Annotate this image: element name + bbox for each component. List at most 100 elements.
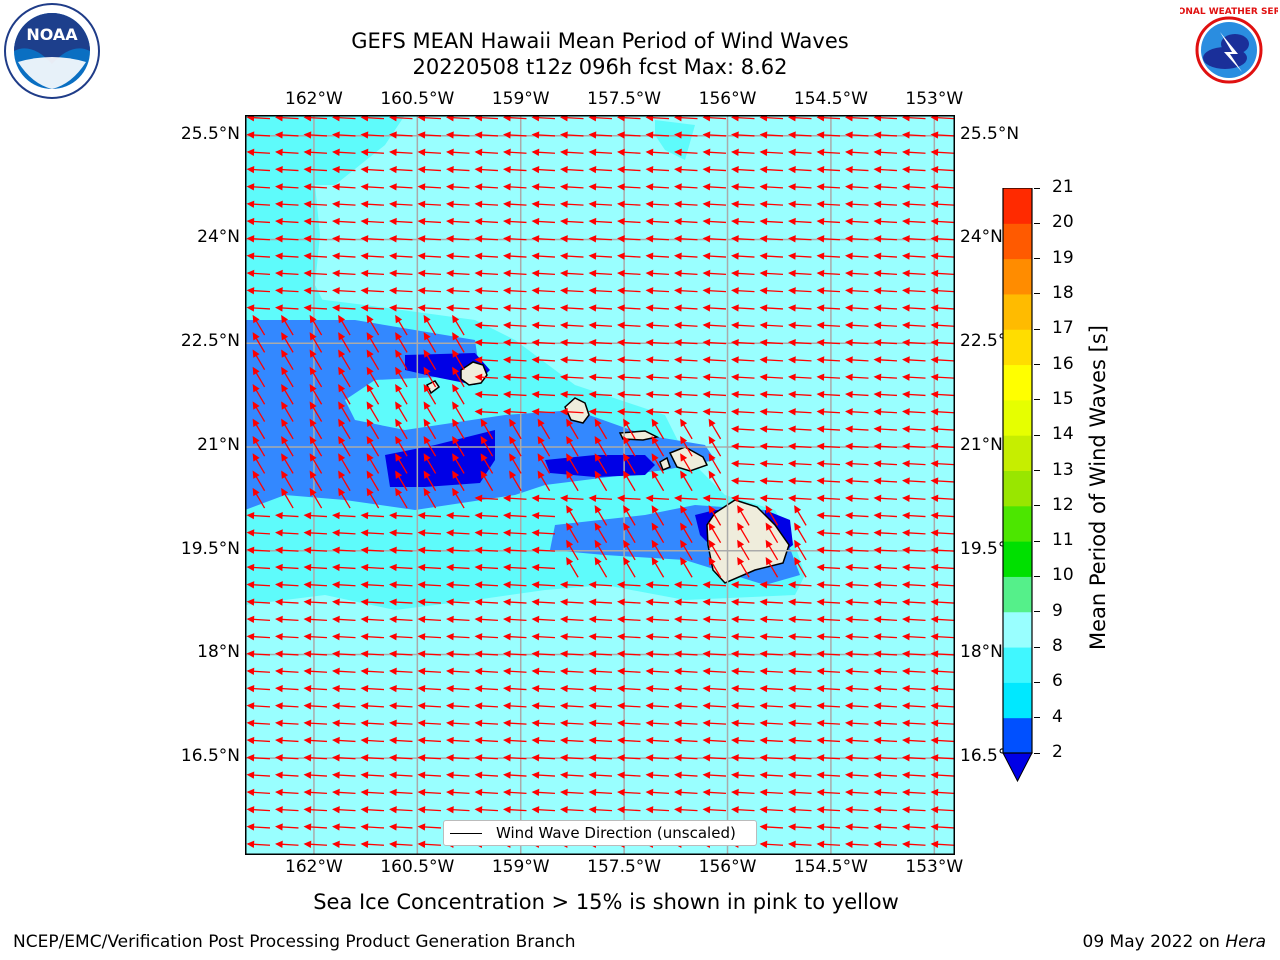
wave-direction-arrowhead	[845, 477, 853, 485]
wave-direction-arrowhead	[246, 252, 255, 260]
wave-direction-arrowhead	[645, 131, 654, 139]
wave-direction-arrowhead	[560, 252, 568, 260]
wave-direction-arrowhead	[503, 581, 511, 589]
wave-direction-arrowhead	[930, 460, 939, 468]
wave-direction-arrowhead	[309, 366, 317, 376]
wave-direction-arrowhead	[873, 771, 882, 779]
wave-direction-arrowhead	[708, 522, 716, 531]
wave-direction-arrowhead	[873, 581, 882, 589]
wave-direction-arrowhead	[731, 650, 739, 658]
wave-direction-arrowhead	[845, 338, 853, 347]
island-lanai	[659, 456, 671, 471]
wave-direction-arrowhead	[594, 505, 602, 514]
wave-direction-arrowhead	[423, 349, 431, 358]
wave-direction-arrowhead	[446, 269, 454, 278]
wave-direction-arrowhead	[873, 563, 882, 572]
wave-direction-arrowhead	[474, 287, 483, 295]
footer-host: Hera	[1225, 932, 1266, 952]
wave-direction-arrowhead	[902, 235, 910, 243]
wave-direction-arrowhead	[360, 200, 369, 208]
wave-direction-arrowhead	[674, 338, 682, 347]
lat-label-right: 24°N	[960, 227, 1003, 248]
wave-direction-arrowhead	[366, 453, 374, 462]
wave-direction-arrowhead	[731, 581, 739, 589]
wave-direction-arrowhead	[680, 505, 688, 514]
wave-direction-arrowhead	[588, 719, 597, 727]
wave-direction-arrowhead	[759, 684, 768, 693]
colorbar-tick-mark	[1034, 752, 1040, 754]
wave-direction-arrowhead	[737, 539, 745, 549]
wave-direction-arrowhead	[788, 442, 796, 451]
wave-direction-arrowhead	[503, 494, 511, 502]
wave-direction-arrowhead	[816, 736, 825, 745]
wave-direction-arrowhead	[617, 356, 625, 364]
wave-direction-arrowhead	[765, 522, 773, 531]
wave-direction-arrowhead	[645, 338, 654, 347]
wave-direction-arrowhead	[503, 252, 511, 260]
wave-direction-arrowhead	[446, 581, 454, 589]
wave-direction-arrowhead	[674, 131, 682, 139]
wave-direction-arrowhead	[332, 511, 340, 520]
lat-label-left: 16.5°N	[180, 746, 240, 767]
wave-direction-arrowhead	[309, 384, 317, 393]
wave-direction-arrowhead	[902, 338, 910, 347]
wave-direction-arrowhead	[360, 650, 369, 658]
wave-direction-arrowhead	[332, 823, 340, 831]
wave-direction-arrowhead	[389, 667, 397, 675]
wave-direction-arrowhead	[617, 667, 625, 675]
wave-direction-arrowhead	[617, 131, 625, 139]
wave-direction-arrowhead	[731, 131, 739, 139]
wave-direction-arrowhead	[588, 165, 597, 174]
wave-direction-arrowhead	[845, 425, 853, 433]
wave-direction-arrowhead	[389, 736, 397, 745]
wave-direction-arrowhead	[417, 771, 426, 779]
wave-direction-arrowhead	[902, 823, 910, 831]
wave-direction-arrowhead	[509, 418, 517, 427]
wave-direction-arrowhead	[281, 435, 289, 445]
wave-direction-arrowhead	[674, 356, 682, 364]
wave-direction-arrowhead	[674, 650, 682, 658]
wave-direction-arrowhead	[930, 546, 939, 554]
wave-direction-arrowhead	[617, 684, 625, 693]
wave-direction-arrowhead	[423, 453, 431, 462]
colorbar-tick-label: 13	[1052, 459, 1074, 480]
wave-direction-arrowhead	[332, 200, 340, 208]
wave-direction-arrowhead	[281, 332, 289, 341]
wave-direction-arrowhead	[281, 366, 289, 376]
wave-direction-arrowhead	[360, 546, 369, 554]
wave-direction-arrowhead	[474, 719, 483, 727]
lon-label-bottom: 162°W	[285, 857, 343, 877]
wave-direction-arrowhead	[873, 235, 882, 243]
wave-direction-arrowhead	[731, 217, 739, 226]
wave-direction-arrowhead	[788, 183, 796, 191]
wave-direction-arrowhead	[845, 650, 853, 658]
wave-direction-arrowhead	[474, 183, 483, 191]
wave-direction-arrowhead	[731, 477, 739, 485]
wave-direction-arrowhead	[702, 702, 711, 710]
wave-direction-arrowhead	[360, 581, 369, 589]
wave-direction-arrowhead	[617, 390, 625, 399]
wave-direction-arrowhead	[560, 390, 568, 399]
wave-direction-arrowhead	[417, 546, 426, 554]
wave-direction-arrowhead	[788, 356, 796, 364]
wave-direction-arrowhead	[816, 494, 825, 502]
wave-direction-arrowhead	[446, 131, 454, 139]
wave-direction-arrowhead	[395, 435, 403, 445]
wave-direction-arrowhead	[303, 771, 312, 779]
colorbar-tick-mark	[1034, 258, 1040, 260]
wave-direction-arrowhead	[503, 788, 511, 797]
wave-direction-arrowhead	[845, 684, 853, 693]
wave-direction-arrowhead	[816, 165, 825, 174]
wave-direction-arrowhead	[531, 373, 540, 381]
wave-direction-arrowhead	[902, 425, 910, 433]
wave-direction-arrowhead	[645, 304, 654, 312]
wave-direction-arrowhead	[395, 332, 403, 341]
lat-label-right: 21°N	[960, 434, 1003, 455]
wave-direction-arrowhead	[417, 511, 426, 520]
colorbar-tick-label: 14	[1052, 424, 1074, 445]
wave-direction-arrowhead	[503, 598, 511, 606]
wave-direction-arrowhead	[702, 771, 711, 779]
wave-direction-arrowhead	[816, 477, 825, 485]
wave-direction-arrowhead	[332, 736, 340, 745]
wave-direction-arrowhead	[389, 148, 397, 156]
